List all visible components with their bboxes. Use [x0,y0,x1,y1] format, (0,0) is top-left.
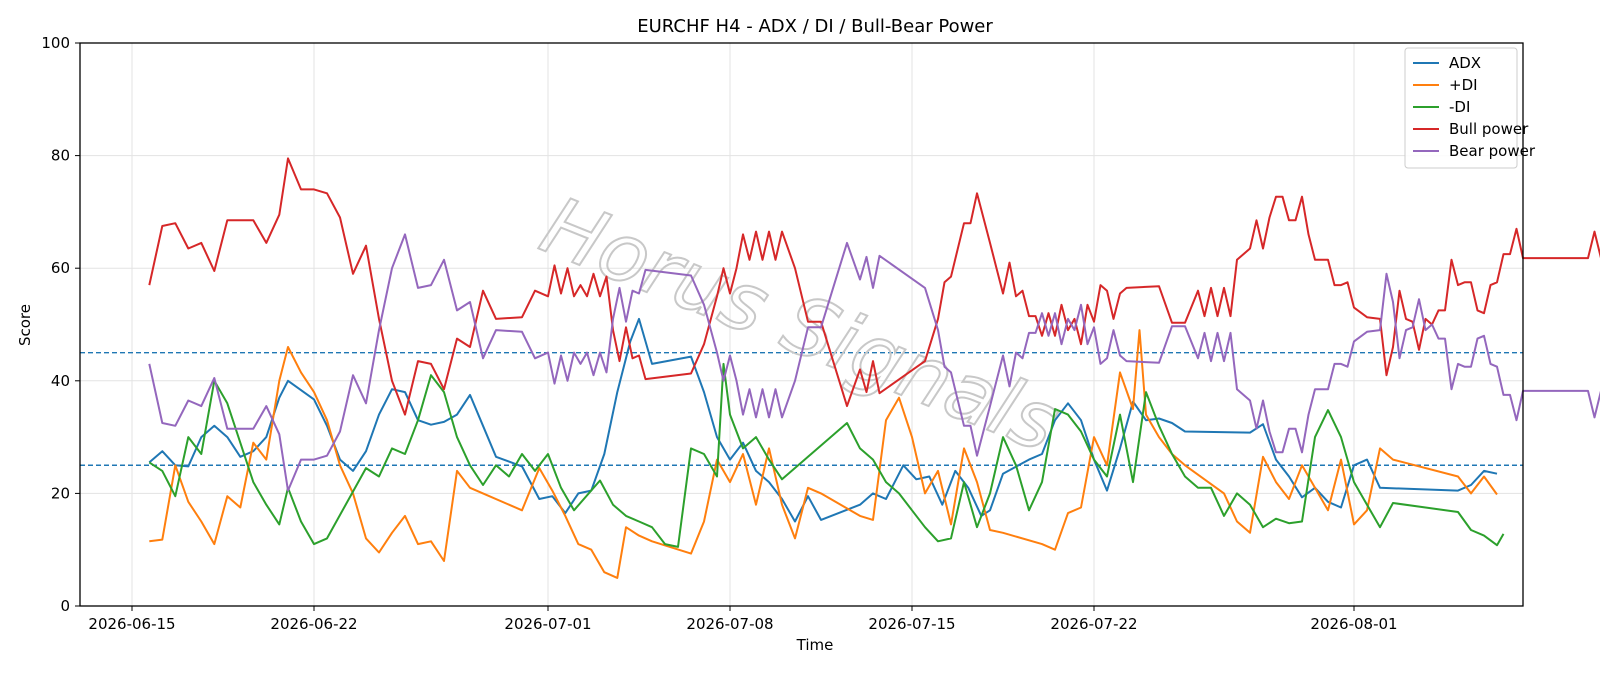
y-tick-label: 20 [51,484,70,502]
y-tick-label: 100 [41,34,70,52]
legend-label: +DI [1449,76,1478,94]
series-line-bear-power [148,233,1600,492]
x-tick-label: 2026-07-22 [1050,615,1137,633]
x-tick-label: 2026-08-01 [1310,615,1397,633]
legend: ADX +DI -DI Bull power Bear power [1404,47,1536,169]
x-axis-title: Time [796,636,834,654]
legend-label: ADX [1449,54,1481,72]
x-tick-label: 2026-06-22 [270,615,357,633]
y-axis-title: Score [16,304,34,346]
series-line-adx [148,317,1498,523]
series-line-bull-power [148,157,1600,416]
legend-label: Bull power [1449,120,1529,138]
plot-frame [79,42,1524,607]
series-line-di [148,362,1505,548]
series-line-di [149,329,1498,579]
series-lines [148,157,1600,579]
y-tick-label: 0 [60,597,70,615]
legend-label: -DI [1449,98,1470,116]
chart-title: EURCHF H4 - ADX / DI / Bull-Bear Power [637,16,993,37]
y-axis-ticks: 0 20 40 60 80 100 [41,34,80,615]
legend-label: Bear power [1449,142,1536,160]
y-tick-label: 40 [51,372,70,390]
y-tick-label: 60 [51,259,70,277]
x-tick-label: 2026-07-01 [504,615,591,633]
x-axis-ticks: 2026-06-15 2026-06-22 2026-07-01 2026-07-08… [88,606,1398,633]
y-tick-label: 80 [51,147,70,165]
legend-box [1404,47,1518,169]
x-tick-label: 2026-07-15 [868,615,955,633]
x-tick-label: 2026-07-08 [686,615,773,633]
x-tick-label: 2026-06-15 [88,615,175,633]
